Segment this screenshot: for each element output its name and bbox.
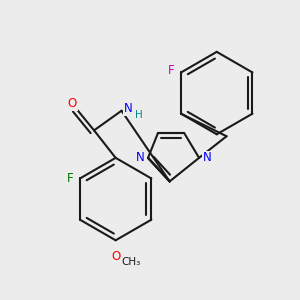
Text: CH₃: CH₃ xyxy=(122,257,141,267)
Text: N: N xyxy=(124,102,133,115)
Text: F: F xyxy=(168,64,175,77)
Text: O: O xyxy=(68,98,77,110)
Text: N: N xyxy=(136,152,145,164)
Text: H: H xyxy=(135,110,143,120)
Text: O: O xyxy=(111,250,120,262)
Text: N: N xyxy=(202,152,211,164)
Text: F: F xyxy=(67,172,74,185)
